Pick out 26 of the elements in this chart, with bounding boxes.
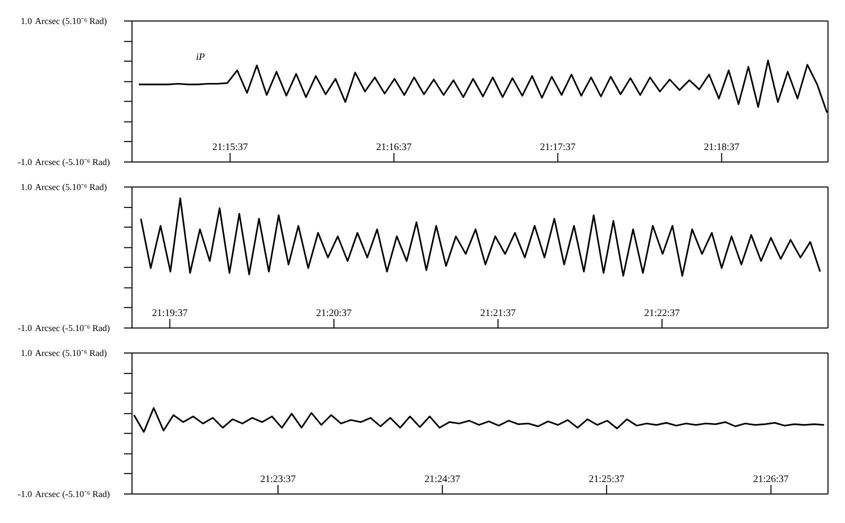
x-tick-label: 21:25:37 <box>588 474 624 485</box>
text: Arcsec (-5.10⁻⁶ Rad) <box>35 323 110 333</box>
x-tick-label: 21:24:37 <box>424 474 460 485</box>
y-tick-label: -1.0 <box>18 157 32 167</box>
x-tick-label: 21:26:37 <box>753 474 789 485</box>
text: Arcsec (5.10⁻⁶ Rad) <box>35 182 107 192</box>
text: Arcsec (5.10⁻⁶ Rad) <box>35 348 107 358</box>
x-tick-label: 21:22:37 <box>644 308 680 319</box>
text: Arcsec (-5.10⁻⁶ Rad) <box>35 489 110 499</box>
x-tick-label: 21:21:37 <box>480 308 516 319</box>
y-tick-label: -1.0 <box>18 323 32 333</box>
x-tick-label: 21:18:37 <box>704 142 740 153</box>
annotation: iP <box>196 52 205 63</box>
y-tick-label: -1.0 <box>18 489 32 499</box>
y-tick-label: 1.0 <box>20 348 32 358</box>
x-tick-label: 21:20:37 <box>316 308 352 319</box>
line-series <box>140 197 821 277</box>
y-tick-label: 1.0 <box>20 16 32 26</box>
y-tick-label: 1.0 <box>20 182 32 192</box>
x-tick-label: 21:16:37 <box>376 142 412 153</box>
x-tick-label: 21:17:37 <box>540 142 576 153</box>
text: Arcsec (5.10⁻⁶ Rad) <box>35 16 107 26</box>
x-tick-label: 21:19:37 <box>152 308 188 319</box>
x-tick-label: 21:15:37 <box>212 142 248 153</box>
text: Arcsec (-5.10⁻⁶ Rad) <box>35 157 110 167</box>
x-tick-label: 21:23:37 <box>260 474 296 485</box>
